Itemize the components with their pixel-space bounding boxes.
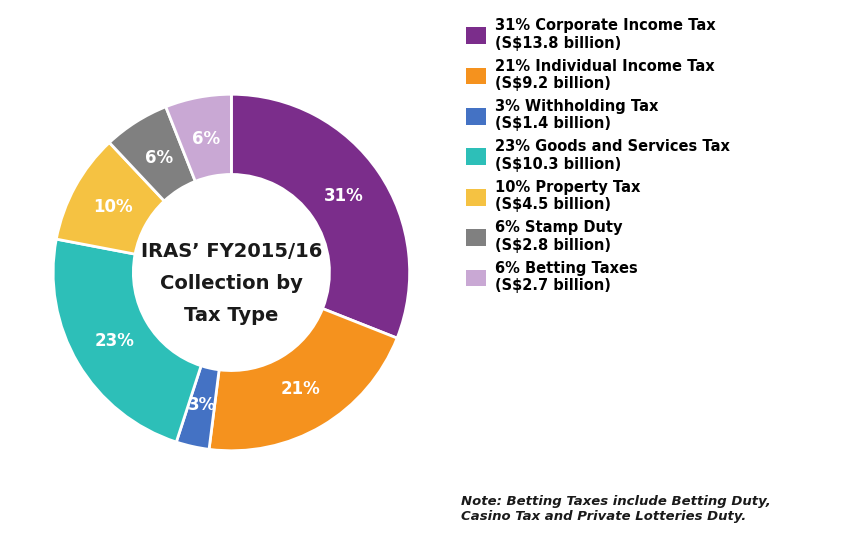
- Text: 31%: 31%: [324, 187, 363, 205]
- Text: 6%: 6%: [192, 130, 220, 148]
- Wedge shape: [53, 239, 201, 442]
- Wedge shape: [110, 107, 195, 201]
- Text: Note: Betting Taxes include Betting Duty,
Casino Tax and Private Lotteries Duty.: Note: Betting Taxes include Betting Duty…: [461, 495, 770, 523]
- Wedge shape: [57, 143, 165, 254]
- Text: 23%: 23%: [95, 332, 135, 350]
- Wedge shape: [209, 308, 397, 451]
- Wedge shape: [165, 94, 231, 181]
- Text: 21%: 21%: [280, 380, 321, 398]
- Wedge shape: [231, 94, 410, 338]
- Text: 3%: 3%: [188, 396, 216, 414]
- Text: 6%: 6%: [145, 149, 173, 167]
- Text: IRAS’ FY2015/16: IRAS’ FY2015/16: [141, 241, 322, 261]
- Text: 10%: 10%: [93, 198, 133, 216]
- Wedge shape: [177, 366, 219, 449]
- Text: Tax Type: Tax Type: [184, 306, 279, 325]
- Text: Collection by: Collection by: [160, 274, 303, 293]
- Legend: 31% Corporate Income Tax
(S$13.8 billion), 21% Individual Income Tax
(S$9.2 bill: 31% Corporate Income Tax (S$13.8 billion…: [466, 18, 730, 293]
